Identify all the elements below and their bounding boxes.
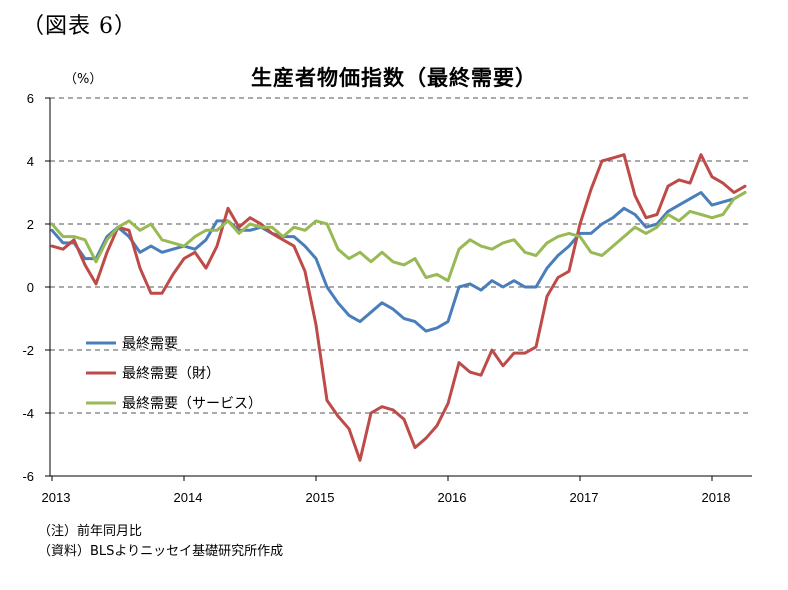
y-tick-label: 0 [27, 280, 34, 295]
series-line-3 [50, 191, 747, 283]
legend-label-2: 最終需要（財） [122, 366, 220, 382]
legend-label-3: 最終需要（サービス） [122, 396, 262, 412]
y-tick-label: -6 [22, 469, 34, 484]
x-tick-label: 2018 [702, 490, 731, 505]
y-tick-label: 4 [27, 154, 34, 169]
axes [45, 97, 752, 481]
gridlines [50, 97, 752, 414]
y-tick-labels: 6 4 2 0 -2 -4 -6 [22, 91, 34, 484]
x-tick-label: 2014 [174, 490, 203, 505]
series-lines [50, 153, 747, 462]
y-tick-label: -2 [22, 343, 34, 358]
y-axis-unit-label: （%） [64, 72, 103, 87]
x-tick-label: 2013 [42, 490, 71, 505]
x-tick-label: 2017 [570, 490, 599, 505]
x-tick-label: 2016 [438, 490, 467, 505]
series-line-1 [50, 191, 747, 333]
note-text: （注）前年同月比 [38, 524, 143, 539]
y-tick-label: -4 [22, 406, 34, 421]
x-tick-labels: 2013 2014 2015 2016 2017 2018 [42, 490, 731, 505]
figure-label: （図表 6） [22, 14, 137, 39]
notes: （注）前年同月比 （資料）BLSよりニッセイ基礎研究所作成 [38, 522, 283, 562]
y-tick-label: 2 [27, 217, 34, 232]
x-tick-label: 2015 [306, 490, 335, 505]
y-tick-label: 6 [27, 91, 34, 106]
source-text: （資料）BLSよりニッセイ基礎研究所作成 [38, 544, 284, 559]
legend-label-1: 最終需要 [122, 336, 178, 352]
chart-title: 生産者物価指数（最終需要） [251, 66, 537, 90]
series-line-2 [50, 153, 747, 462]
